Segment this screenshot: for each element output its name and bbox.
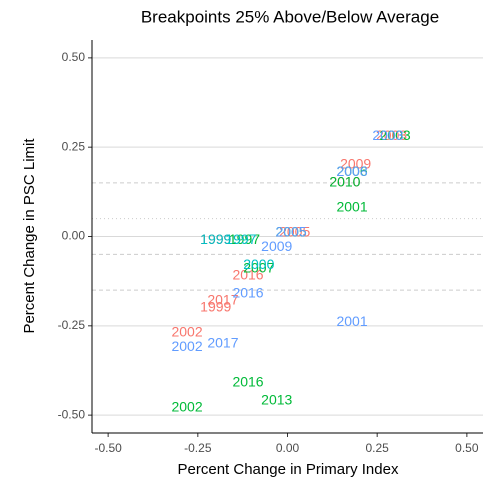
- point-label: 2010: [329, 174, 360, 190]
- point-label: 2002: [171, 399, 202, 415]
- point-label: 2005: [276, 224, 307, 240]
- y-tick-label: 0.00: [62, 229, 86, 243]
- point-label: 2009: [340, 156, 371, 172]
- point-label: 2008: [336, 163, 367, 179]
- point-label: 1999: [200, 231, 231, 247]
- point-label: 2002: [171, 324, 202, 340]
- point-label: 2007: [243, 259, 274, 275]
- point-label: 1999: [200, 299, 231, 315]
- x-tick-label: 0.50: [455, 441, 479, 455]
- point-label: 2001: [336, 199, 367, 215]
- point-label: 2016: [232, 267, 263, 283]
- point-label: 2009: [261, 238, 292, 254]
- point-label: 2001: [336, 313, 367, 329]
- y-axis-label: Percent Change in PSC Limit: [21, 138, 38, 334]
- point-label: 2003: [376, 127, 407, 143]
- y-tick-label: -0.25: [58, 318, 86, 332]
- x-tick-label: -0.50: [94, 441, 122, 455]
- point-label: 2016: [232, 374, 263, 390]
- y-tick-label: 0.50: [62, 50, 86, 64]
- x-tick-label: -0.25: [184, 441, 212, 455]
- x-tick-label: 0.25: [365, 441, 389, 455]
- x-tick-label: 0.00: [276, 441, 300, 455]
- y-tick-label: 0.25: [62, 139, 86, 153]
- point-label: 1999: [200, 231, 231, 247]
- x-axis-label: Percent Change in Primary Index: [178, 461, 399, 478]
- point-label: 2002: [171, 338, 202, 354]
- point-label: 2005: [276, 224, 307, 240]
- point-label: 1997: [225, 231, 256, 247]
- point-label: 2017: [207, 292, 238, 308]
- point-label: 2003: [372, 127, 403, 143]
- point-label: 2003: [380, 127, 411, 143]
- y-tick-label: -0.50: [58, 407, 86, 421]
- point-label: 2000: [243, 256, 274, 272]
- chart-title: Breakpoints 25% Above/Below Average: [141, 7, 439, 26]
- point-label: 2005: [279, 224, 310, 240]
- point-label: 2010: [329, 174, 360, 190]
- point-label: 2013: [261, 392, 292, 408]
- point-label: 2017: [207, 334, 238, 350]
- point-label: 1997: [229, 231, 260, 247]
- point-label: 2016: [232, 284, 263, 300]
- point-label: 2006: [336, 163, 367, 179]
